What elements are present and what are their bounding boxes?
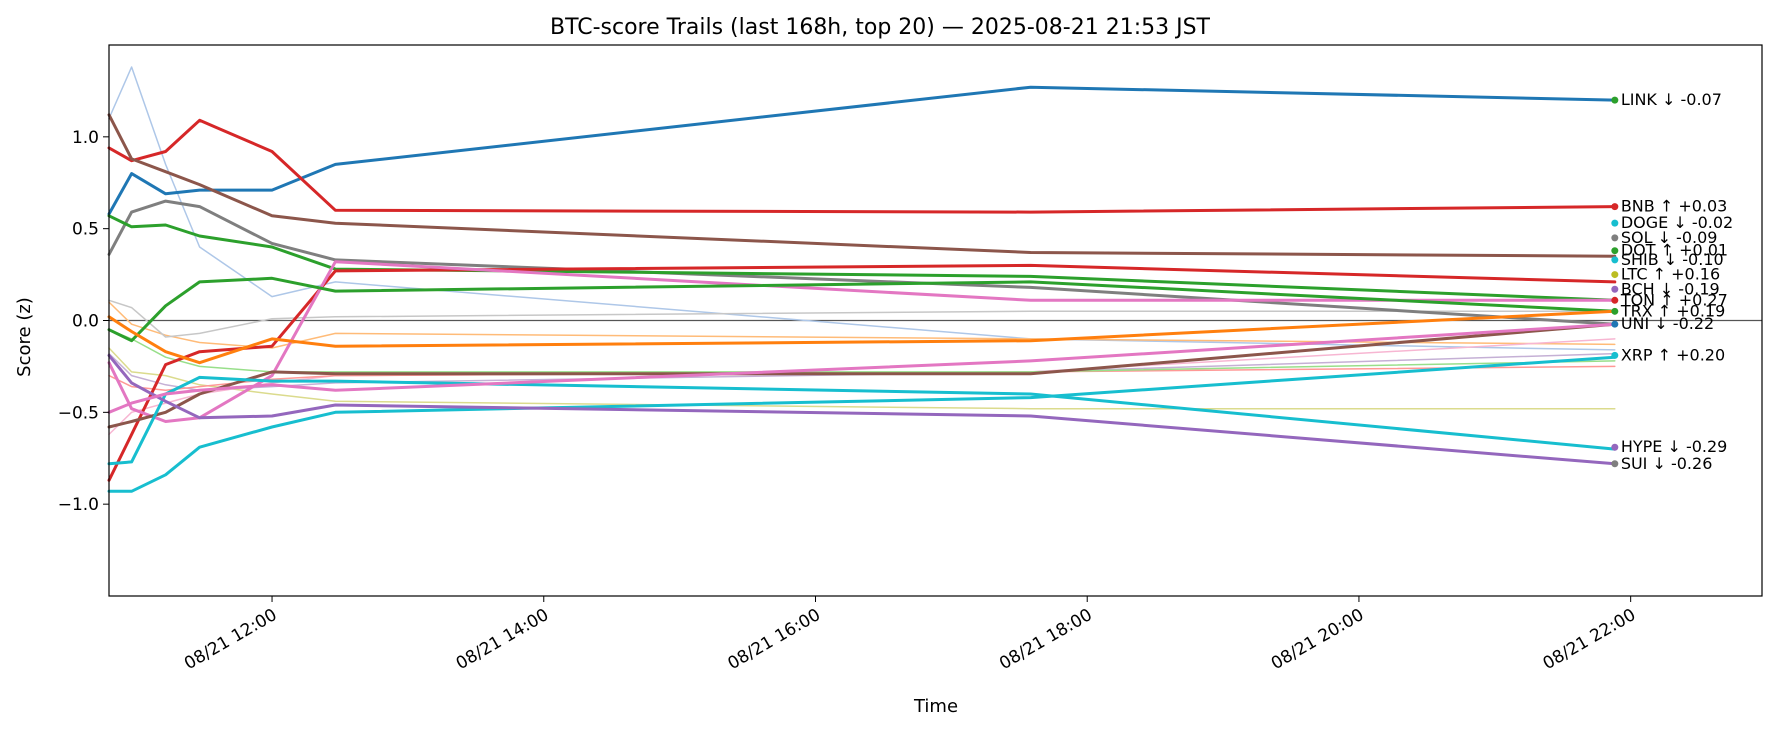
end-label-10: BNB ↑ +0.03 [1621,197,1728,216]
x-tick-label-6: 08/21 22:00 [1540,605,1640,674]
end-marker-12 [1611,234,1619,242]
x-tick-label-4: 08/21 18:00 [996,605,1096,674]
y-tick-label-1: 1.0 [72,128,99,148]
end-marker-15 [1611,271,1619,279]
series-line-20 [107,375,1617,466]
series-line-2 [108,301,1616,349]
end-marker-17 [1611,296,1619,304]
x-axis-title: Time [913,696,958,717]
y-tick-label-3: 0.0 [72,312,99,332]
end-label-9: LINK ↓ -0.07 [1621,90,1722,109]
end-label-20: XRP ↑ +0.20 [1621,345,1725,364]
end-label-18: TRX ↑ +0.19 [1620,301,1725,320]
end-marker-10 [1611,203,1619,211]
x-tick-label-3: 08/21 16:00 [724,605,824,674]
end-marker-19 [1611,320,1619,328]
end-label-21: HYPE ↓ -0.29 [1621,437,1728,456]
end-marker-16 [1611,285,1619,293]
series-line-9 [107,85,1617,216]
series-line-11 [107,113,1617,258]
y-tick-label-5: −1.0 [58,495,99,515]
end-label-16: BCH ↓ -0.19 [1621,279,1720,298]
y-tick-label-4: −0.5 [58,403,99,423]
end-label-14: SHIB ↓ -0.10 [1621,250,1724,269]
end-marker-13 [1611,247,1619,255]
series-line-15 [107,260,1617,423]
x-tick-label-1: 08/21 12:00 [181,605,281,674]
series-line-7 [108,365,1616,392]
end-label-22: SUI ↓ -0.26 [1621,454,1713,473]
chart-title: BTC-score Trails (last 168h, top 20) — 2… [550,15,1211,40]
series-line-3 [108,347,1616,410]
end-marker-21 [1611,443,1619,451]
end-label-12: SOL ↓ -0.09 [1621,228,1718,247]
end-marker-18 [1611,307,1619,315]
series-line-17 [107,309,1617,365]
end-marker-11 [1611,219,1619,227]
y-axis-title: Score (z) [14,297,35,377]
end-label-15: LTC ↑ +0.16 [1621,265,1720,284]
series-line-5 [108,338,1616,436]
end-label-19: UNI ↓ -0.22 [1621,314,1714,333]
series-line-13 [107,214,1617,302]
series-line-22 [107,322,1617,414]
end-label-17: TON ↑ +0.27 [1620,290,1728,309]
end-label-13: DOT ↑ +0.01 [1621,241,1728,260]
end-marker-22 [1611,460,1619,468]
series-line-14 [107,263,1617,482]
y-tick-label-2: 0.5 [72,220,99,240]
end-label-11: DOGE ↓ -0.02 [1621,213,1733,232]
series-line-19 [107,355,1617,493]
end-marker-9 [1611,96,1619,104]
series-line-10 [107,118,1617,214]
series-line-4 [108,299,1616,338]
end-marker-14 [1611,256,1619,264]
series-line-21 [107,353,1617,466]
x-tick-label-2: 08/21 14:00 [453,605,553,674]
x-tick-label-5: 08/21 20:00 [1268,605,1368,674]
end-marker-20 [1611,351,1619,359]
series-line-1 [108,66,1616,351]
series-line-18 [107,322,1617,429]
series-line-8 [108,328,1616,373]
